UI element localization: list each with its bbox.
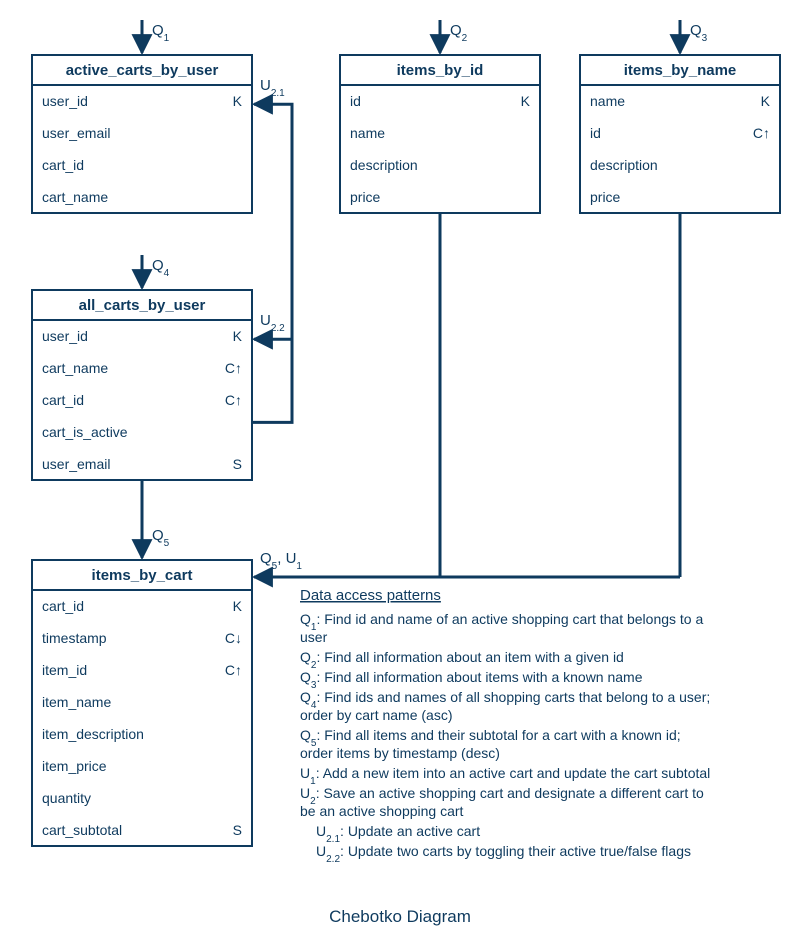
pattern-item: Q5: Find all items and their subtotal fo… [300,727,681,761]
column-tag: C↑ [225,392,242,408]
column-tag: K [233,93,243,109]
table-title: all_carts_by_user [79,297,206,314]
column-name: user_id [42,328,88,344]
column-name: user_id [42,93,88,109]
column-name: name [350,125,385,141]
column-name: cart_id [42,392,84,408]
pattern-item: Q4: Find ids and names of all shopping c… [300,689,710,723]
column-name: user_email [42,125,110,141]
patterns-title: Data access patterns [300,587,441,604]
entry-label: Q1 [152,22,170,44]
pattern-item: Q2: Find all information about an item w… [300,649,624,671]
entry-label: Q5 [152,527,170,549]
column-name: cart_subtotal [42,822,122,838]
table-title: items_by_name [624,62,737,79]
column-name: id [590,125,601,141]
column-tag: C↓ [225,630,242,646]
column-tag: C↑ [225,360,242,376]
table-t4: all_carts_by_user user_id Kcart_name C↑ cart… [32,290,252,480]
column-tag: K [233,328,243,344]
column-name: id [350,93,361,109]
column-tag: S [233,822,242,838]
column-name: cart_is_active [42,424,128,440]
connector-label: U2.2 [260,312,285,334]
entry-label: Q3 [690,22,708,44]
table-title: items_by_cart [92,567,193,584]
column-name: name [590,93,625,109]
column-name: item_id [42,662,87,678]
column-tag: C↑ [753,125,770,141]
table-t1: active_carts_by_user user_id Kuser_emailca… [32,55,252,213]
pattern-item: Q1: Find id and name of an active shoppi… [300,611,703,645]
pattern-item: U2.2: Update two carts by toggling their… [316,843,691,865]
column-name: cart_name [42,189,108,205]
table-t3: items_by_namename Kid C↑ description price [580,55,780,213]
table-title: active_carts_by_user [66,62,219,79]
column-name: cart_id [42,598,84,614]
caption: Chebotko Diagram [329,907,471,926]
entry-label: Q4 [152,257,170,279]
column-name: timestamp [42,630,107,646]
column-tag: K [761,93,771,109]
column-name: price [350,189,381,205]
pattern-item: U1: Add a new item into an active cart a… [300,765,710,787]
column-name: quantity [42,790,91,806]
column-tag: K [521,93,531,109]
connector-label: Q5, U1 [260,550,302,572]
column-name: item_description [42,726,144,742]
table-t5: items_by_cart cart_id Ktimestamp C↓ item_id C… [32,560,252,846]
connector-label: U2.1 [260,77,285,99]
chebotko-diagram: Q1 Q2 Q3 Q4 Q5 U2.1 U2.2 Q5, U1 active_carts_by_… [0,0,800,944]
pattern-item: U2.1: Update an active cart [316,823,480,845]
column-tag: K [233,598,243,614]
column-name: cart_name [42,360,108,376]
column-name: cart_id [42,157,84,173]
column-name: description [590,157,658,173]
table-t2: items_by_idid Kname description price [340,55,540,213]
patterns: Data access patterns Q1: Find id and name… [300,587,710,865]
table-title: items_by_id [397,62,484,79]
column-name: description [350,157,418,173]
column-name: item_name [42,694,111,710]
column-name: price [590,189,621,205]
column-name: user_email [42,456,110,472]
column-name: item_price [42,758,107,774]
entry-label: Q2 [450,22,468,44]
column-tag: C↑ [225,662,242,678]
column-tag: S [233,456,242,472]
pattern-item: U2: Save an active shopping cart and des… [300,785,704,819]
pattern-item: Q3: Find all information about items wit… [300,669,643,691]
